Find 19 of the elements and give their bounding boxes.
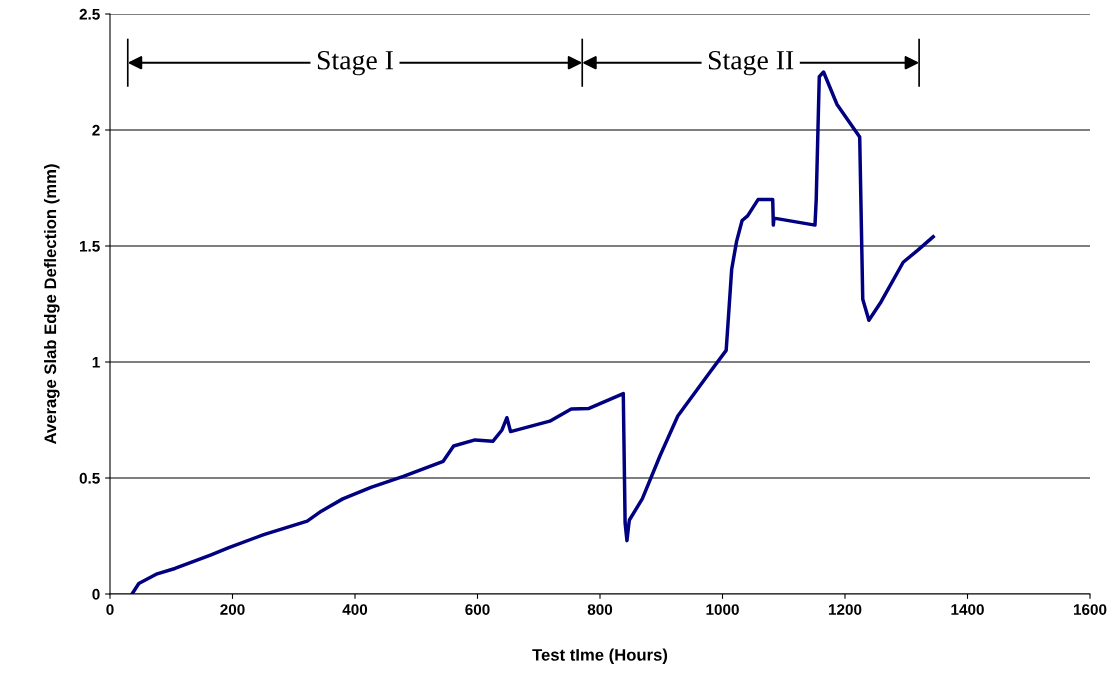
annotation: Stage II xyxy=(708,50,794,76)
x-axis-title: Test tIme (Hours) xyxy=(532,648,668,665)
y-tick-label: 0.5 xyxy=(79,472,100,484)
x-tick-label: 800 xyxy=(587,604,613,615)
x-tick-label: 400 xyxy=(342,604,368,615)
y-tick-label: 0 xyxy=(92,588,100,600)
y-tick-label: 2 xyxy=(92,124,100,136)
x-tick-label: 0 xyxy=(106,604,114,615)
x-tick-label: 200 xyxy=(220,604,245,615)
x-tick-label: 1000 xyxy=(706,604,739,615)
y-tick-label: 2.5 xyxy=(79,8,100,20)
x-tick-label: 1600 xyxy=(1073,604,1107,615)
x-tick-label: 1400 xyxy=(951,604,984,615)
y-tick-label: 1 xyxy=(92,357,100,368)
annotation: Stage I xyxy=(317,50,393,76)
x-tick-label: 600 xyxy=(465,604,490,615)
y-axis-title: Average Slab Edge Deflection (mm) xyxy=(43,164,60,445)
x-tick-label: 1200 xyxy=(828,604,862,615)
y-tick-label: 1.5 xyxy=(80,241,100,252)
